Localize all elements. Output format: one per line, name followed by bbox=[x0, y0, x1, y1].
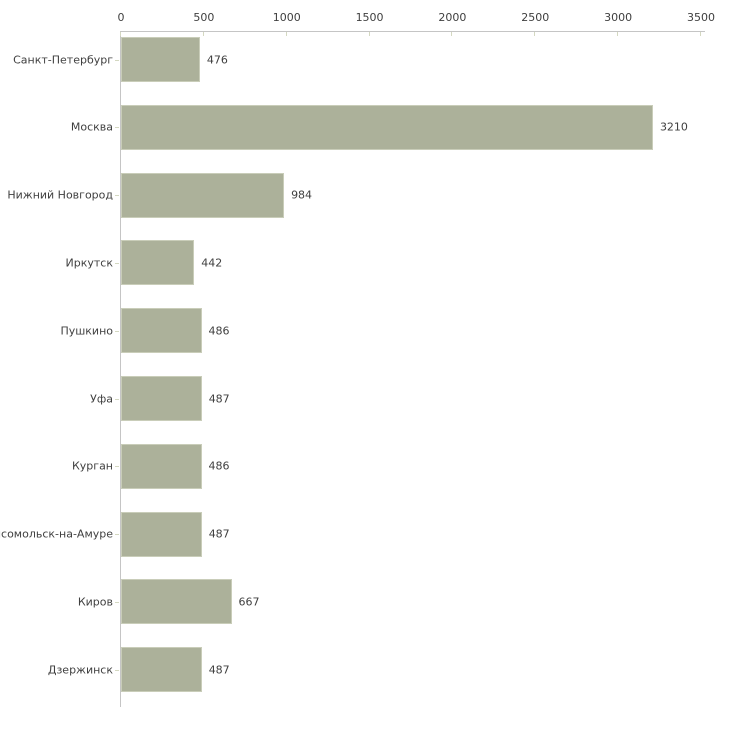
bar bbox=[121, 172, 285, 218]
category-label: Москва bbox=[70, 120, 113, 134]
value-label: 476 bbox=[206, 53, 228, 66]
value-label: 486 bbox=[208, 459, 230, 473]
category-tick-mark bbox=[115, 195, 119, 197]
category-label: Дзержинск bbox=[47, 663, 113, 677]
x-axis-tick-label: 3000 bbox=[604, 11, 633, 24]
bar bbox=[121, 376, 202, 421]
category-tick-mark bbox=[115, 398, 119, 400]
category-label: Уфа bbox=[90, 392, 113, 405]
bar bbox=[121, 647, 202, 693]
x-axis-tick-label: 0 bbox=[117, 11, 125, 24]
value-label: 487 bbox=[208, 663, 230, 677]
bar bbox=[121, 104, 653, 150]
x-axis-tick-mark bbox=[617, 32, 619, 36]
category-tick-mark bbox=[115, 601, 119, 603]
x-axis-tick-label: 1000 bbox=[272, 11, 301, 24]
category-tick-mark bbox=[115, 534, 119, 536]
bar bbox=[121, 511, 202, 557]
category-tick-mark bbox=[115, 466, 119, 468]
bar bbox=[121, 240, 195, 286]
x-axis-tick-mark bbox=[534, 32, 536, 36]
x-axis-tick-mark bbox=[120, 32, 121, 36]
x-axis-tick-mark bbox=[202, 32, 204, 36]
value-label: 442 bbox=[201, 256, 223, 270]
category-label: Санкт-Петербург bbox=[13, 53, 113, 66]
category-tick-mark bbox=[115, 262, 119, 264]
category-label: Киров bbox=[77, 595, 113, 609]
x-axis-tick-mark bbox=[368, 32, 370, 36]
value-label: 3210 bbox=[659, 120, 688, 134]
value-label: 487 bbox=[208, 392, 230, 405]
category-label: Нижний Новгород bbox=[7, 188, 113, 202]
bar bbox=[121, 443, 202, 489]
category-label: Иркутск bbox=[65, 256, 113, 270]
x-axis-tick-label: 3500 bbox=[687, 11, 715, 24]
value-label: 486 bbox=[208, 324, 230, 338]
bar bbox=[121, 308, 202, 354]
value-label: 667 bbox=[238, 595, 260, 609]
bar bbox=[121, 37, 200, 82]
value-label: 984 bbox=[291, 188, 313, 202]
category-tick-mark bbox=[115, 330, 119, 332]
x-axis-tick-label: 2000 bbox=[438, 11, 467, 24]
x-axis-tick-mark bbox=[285, 32, 287, 36]
category-label: Пушкино bbox=[60, 324, 113, 338]
category-label: мсомольск-на-Амуре bbox=[0, 527, 113, 541]
x-axis-tick-label: 1500 bbox=[355, 11, 384, 24]
x-axis-tick-mark bbox=[700, 32, 701, 36]
bar bbox=[121, 579, 232, 625]
category-tick-mark bbox=[115, 669, 119, 671]
value-label: 487 bbox=[208, 527, 230, 541]
x-axis-tick-label: 500 bbox=[193, 11, 215, 24]
category-tick-mark bbox=[115, 127, 119, 129]
x-axis-tick-mark bbox=[451, 32, 453, 36]
category-label: Курган bbox=[71, 459, 113, 473]
x-axis-line bbox=[120, 31, 705, 32]
y-axis-line bbox=[120, 31, 121, 707]
category-tick-mark bbox=[115, 59, 119, 61]
x-axis-tick-label: 2500 bbox=[521, 11, 550, 24]
